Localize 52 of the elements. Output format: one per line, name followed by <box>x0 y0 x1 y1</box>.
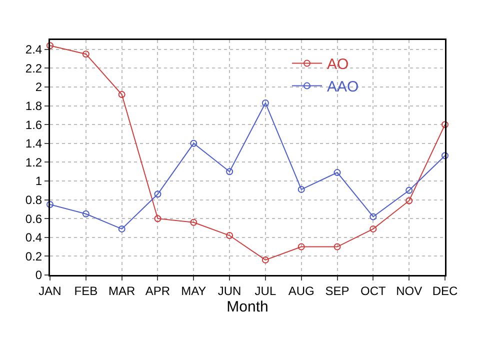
point <box>154 215 162 222</box>
y-tick-label: 0.2 <box>25 249 42 264</box>
y-tick-label: 0 <box>35 268 42 282</box>
y-tick-label: 0.6 <box>25 212 42 226</box>
y-tick-label: 2.4 <box>25 42 42 57</box>
point <box>154 190 162 198</box>
x-tick-label: MAY <box>181 284 206 298</box>
y-tick-label: 1.4 <box>25 136 42 151</box>
point <box>370 213 377 220</box>
x-tick-label: FEB <box>74 284 98 298</box>
point <box>118 225 126 232</box>
point <box>442 121 448 128</box>
point <box>442 152 448 160</box>
y-tick-label: 2.2 <box>25 61 42 76</box>
point <box>82 210 90 218</box>
x-tick-label: OCT <box>360 284 387 298</box>
x-tick-label: MAR <box>108 284 136 298</box>
legend-label: AAO <box>327 78 359 96</box>
legend-label: AO <box>327 56 349 74</box>
y-tick-label: 0.8 <box>25 193 42 207</box>
point <box>334 169 341 176</box>
x-tick-label: SEP <box>325 284 350 298</box>
point <box>298 243 305 250</box>
point <box>262 99 269 106</box>
point <box>190 218 198 226</box>
point <box>406 197 413 204</box>
x-tick-label: APR <box>145 284 170 298</box>
y-tick-label: 1.6 <box>25 118 42 132</box>
point <box>406 186 413 194</box>
point <box>334 243 341 250</box>
point <box>82 50 90 58</box>
point <box>370 225 377 232</box>
point <box>262 256 269 264</box>
point <box>118 91 126 98</box>
x-axis-title: Month <box>226 298 268 316</box>
x-tick-label: AUG <box>288 284 314 298</box>
point <box>298 186 305 193</box>
point <box>226 232 234 240</box>
x-tick-label: JUL <box>254 284 276 298</box>
x-tick-label: JUN <box>218 284 242 298</box>
point <box>190 140 198 147</box>
y-tick-label: 2 <box>35 80 42 94</box>
y-tick-label: 1 <box>35 174 42 188</box>
x-tick-label: JAN <box>38 284 62 298</box>
x-tick-label: NOV <box>396 284 422 298</box>
y-tick-label: 1.8 <box>25 99 42 113</box>
point <box>226 168 234 176</box>
x-tick-label: DEC <box>432 284 458 298</box>
point <box>46 201 54 208</box>
y-tick-label: 1.2 <box>25 155 42 170</box>
y-tick-label: 0.4 <box>25 230 42 245</box>
point <box>46 42 54 50</box>
